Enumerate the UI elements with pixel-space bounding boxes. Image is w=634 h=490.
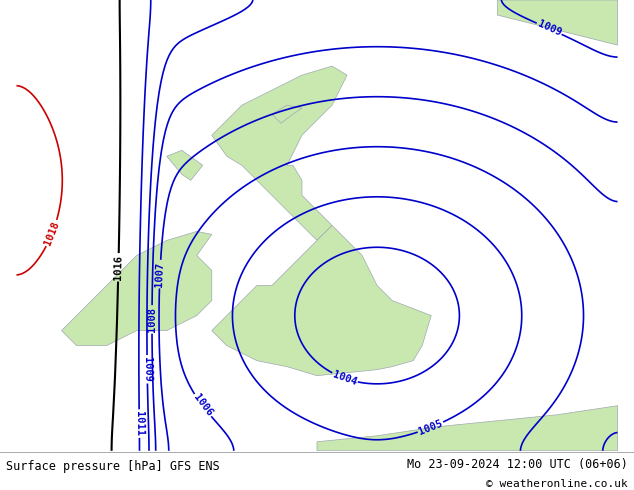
Polygon shape [497,0,618,45]
Polygon shape [167,150,203,180]
Polygon shape [61,231,212,345]
Text: © weatheronline.co.uk: © weatheronline.co.uk [486,479,628,489]
Polygon shape [317,406,618,451]
Text: 1005: 1005 [417,418,444,437]
Text: 1006: 1006 [191,392,214,418]
Text: Mo 23-09-2024 12:00 UTC (06+06): Mo 23-09-2024 12:00 UTC (06+06) [407,458,628,471]
Polygon shape [212,66,347,241]
Polygon shape [272,105,302,123]
Polygon shape [212,225,431,376]
Text: 1004: 1004 [331,369,358,387]
Text: 1009: 1009 [142,357,152,382]
Text: 1008: 1008 [147,307,157,332]
Text: Surface pressure [hPa] GFS ENS: Surface pressure [hPa] GFS ENS [6,460,220,473]
Text: 1007: 1007 [155,261,165,287]
Text: 1009: 1009 [536,19,562,38]
Text: 1011: 1011 [134,411,145,436]
Text: 1016: 1016 [113,255,124,280]
Text: 1018: 1018 [42,220,61,247]
